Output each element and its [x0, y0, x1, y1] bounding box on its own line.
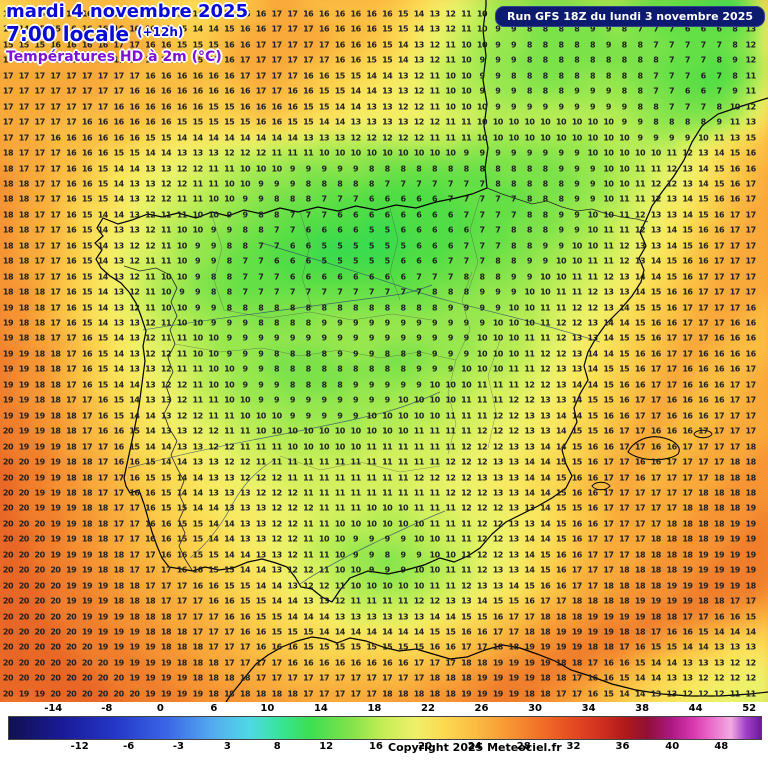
scale-tick-label: 0: [157, 703, 164, 714]
scale-tick-label: 24: [468, 741, 482, 752]
scale-top-labels: -14 -8 0 6 10 14 18 22 26 30 34 38 44 52: [8, 703, 762, 715]
run-banner: Run GFS 18Z du lundi 3 novembre 2025: [495, 6, 765, 27]
color-scale-legend: -14 -8 0 6 10 14 18 22 26 30 34 38 44 52 -12 -6 -3 3 8 12 1…: [0, 702, 768, 768]
color-scale-bar: [8, 716, 762, 740]
scale-tick-label: -8: [101, 703, 112, 714]
scale-tick-label: 6: [210, 703, 217, 714]
scale-bottom-labels: -12 -6 -3 3 8 12 16 20 24 28 32 36 40 48: [8, 741, 762, 753]
forecast-date: mardi 4 novembre 2025: [6, 1, 248, 23]
scale-tick-label: 26: [475, 703, 489, 714]
scale-tick-label: 32: [567, 741, 581, 752]
scale-tick-label: 48: [714, 741, 728, 752]
scale-tick-label: -3: [173, 741, 184, 752]
scale-tick-label: 36: [616, 741, 630, 752]
scale-tick-label: 22: [421, 703, 435, 714]
scale-tick-label: -14: [44, 703, 62, 714]
scale-tick-label: 16: [369, 741, 383, 752]
scale-tick-label: 28: [517, 741, 531, 752]
scale-tick-label: 38: [635, 703, 649, 714]
parameter-title: Températures HD à 2m (°C): [6, 49, 248, 65]
scale-tick-label: 52: [742, 703, 756, 714]
scale-tick-label: 8: [274, 741, 281, 752]
map-canvas[interactable]: 14 15 15 16 16 16 16 16 16 15 15 14 14 14 15 15 16 17 17 16…: [0, 0, 768, 702]
scale-tick-label: 14: [314, 703, 328, 714]
scale-tick-label: 34: [582, 703, 596, 714]
number-grid: 14 15 15 16 16 16 16 16 16 15 15 14 14 14 15 15 16 17 17 16…: [3, 10, 756, 699]
scale-tick-label: -12: [71, 741, 89, 752]
scale-tick-label: 3: [224, 741, 231, 752]
scale-tick-label: 30: [528, 703, 542, 714]
copyright-text: Copyright 2025 Meteociel.fr: [388, 741, 562, 754]
forecast-offset: (+12h): [137, 25, 183, 39]
scale-tick-label: -6: [123, 741, 134, 752]
scale-tick-label: 44: [689, 703, 703, 714]
scale-tick-label: 40: [665, 741, 679, 752]
forecast-time: 7:00 locale (+12h): [6, 22, 248, 46]
scale-tick-label: 18: [367, 703, 381, 714]
forecast-header: mardi 4 novembre 2025 7:00 locale (+12h) …: [6, 1, 248, 65]
scale-tick-label: 10: [260, 703, 274, 714]
scale-tick-label: 12: [319, 741, 333, 752]
scale-tick-label: 20: [418, 741, 432, 752]
